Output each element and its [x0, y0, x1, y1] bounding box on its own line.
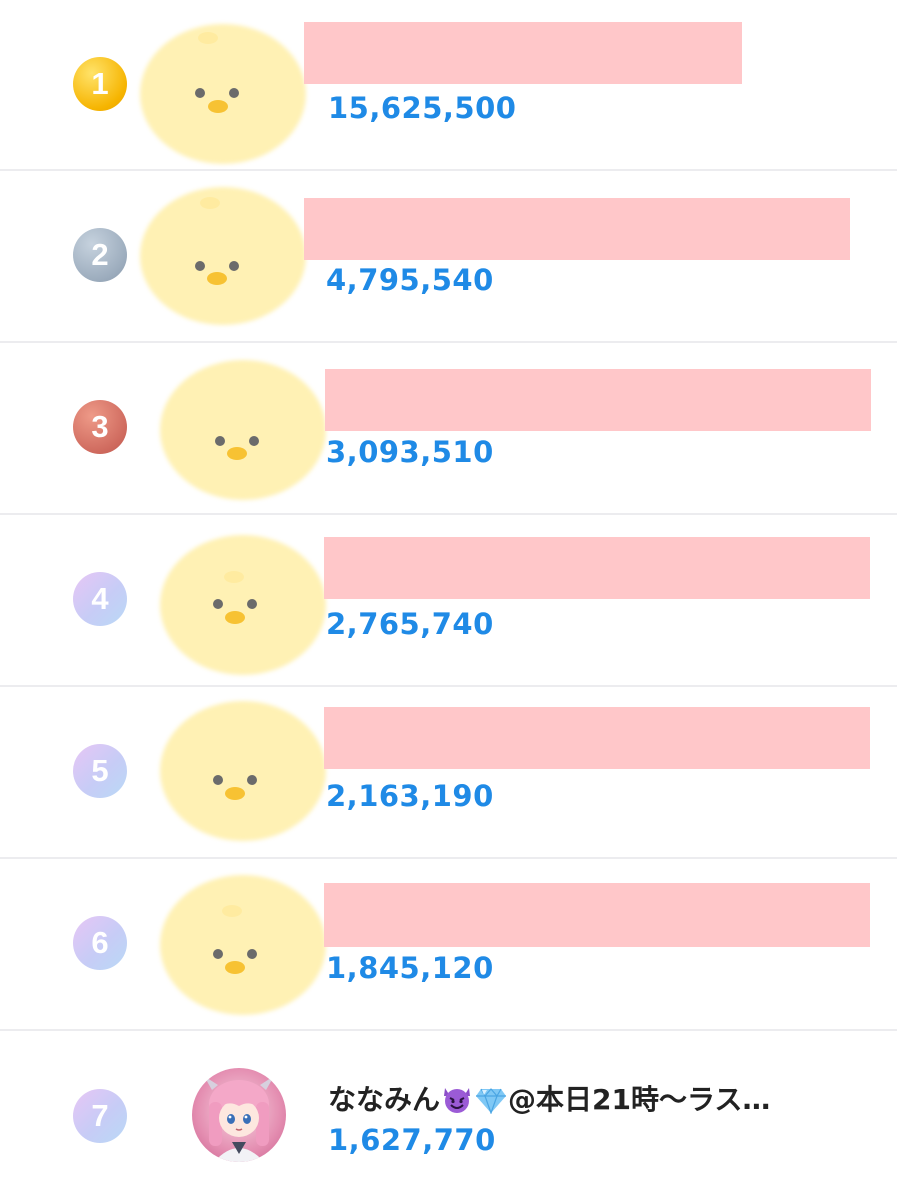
ranking-row[interactable]: 3 3,093,510	[0, 343, 897, 515]
redacted-name	[304, 22, 742, 84]
ranking-row[interactable]: 1 15,625,500	[0, 0, 897, 171]
chick-placeholder-icon[interactable]	[140, 24, 306, 164]
smiling-devil-icon	[441, 1084, 473, 1121]
rank-badge: 6	[73, 916, 127, 970]
rank-badge: 4	[73, 572, 127, 626]
score-count: 4,795,540	[326, 263, 494, 297]
gem-stone-icon	[475, 1086, 507, 1121]
ranking-row[interactable]: 6 1,845,120	[0, 859, 897, 1031]
chick-placeholder-icon[interactable]	[160, 875, 326, 1015]
user-name-prefix: ななみん	[328, 1083, 441, 1116]
score-count: 1,627,770	[328, 1123, 496, 1157]
rank-badge: 7	[73, 1089, 127, 1143]
ranking-row[interactable]: 2 4,795,540	[0, 171, 897, 343]
redacted-name	[324, 537, 870, 599]
chick-placeholder-icon[interactable]	[160, 360, 326, 500]
rank-badge: 5	[73, 744, 127, 798]
redacted-name	[324, 883, 870, 947]
score-count: 2,765,740	[326, 607, 494, 641]
rank-badge: 2	[73, 228, 127, 282]
ranking-row[interactable]: 5 2,163,190	[0, 687, 897, 859]
score-count: 15,625,500	[328, 91, 517, 125]
user-name-suffix: @本日21時〜ラス…	[508, 1083, 771, 1116]
user-avatar-photo[interactable]	[192, 1068, 286, 1162]
ranking-row[interactable]: 7	[0, 1031, 897, 1200]
rank-badge: 1	[73, 57, 127, 111]
ranking-row[interactable]: 4 2,765,740	[0, 515, 897, 687]
user-name: ななみん @本日21時〜ラス…	[328, 1078, 770, 1121]
redacted-name	[325, 369, 871, 431]
rank-badge: 3	[73, 400, 127, 454]
score-count: 2,163,190	[326, 779, 494, 813]
chick-placeholder-icon[interactable]	[140, 187, 306, 325]
redacted-name	[324, 707, 870, 769]
chick-placeholder-icon[interactable]	[160, 701, 326, 841]
score-count: 3,093,510	[326, 435, 494, 469]
score-count: 1,845,120	[326, 951, 494, 985]
redacted-name	[304, 198, 850, 260]
chick-placeholder-icon[interactable]	[160, 535, 326, 675]
